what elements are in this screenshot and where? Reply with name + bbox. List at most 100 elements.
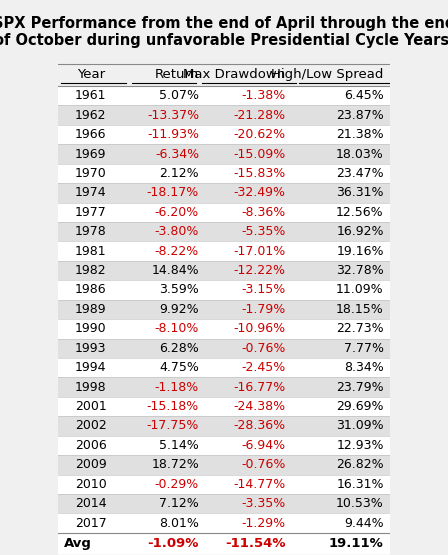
Text: 1970: 1970 <box>75 167 107 180</box>
Text: 22.73%: 22.73% <box>336 322 384 335</box>
Text: -6.94%: -6.94% <box>241 439 285 452</box>
Text: -14.77%: -14.77% <box>233 478 285 491</box>
Text: 16.31%: 16.31% <box>336 478 384 491</box>
Bar <box>58 280 390 300</box>
Text: -3.15%: -3.15% <box>241 284 285 296</box>
Text: 7.77%: 7.77% <box>344 342 384 355</box>
Text: -3.80%: -3.80% <box>155 225 199 238</box>
Text: 1993: 1993 <box>75 342 107 355</box>
Text: 9.44%: 9.44% <box>344 517 384 529</box>
Text: 1978: 1978 <box>75 225 107 238</box>
Text: -21.28%: -21.28% <box>233 109 285 122</box>
Bar <box>58 86 390 105</box>
Text: 1998: 1998 <box>75 381 107 393</box>
Text: 5.14%: 5.14% <box>159 439 199 452</box>
Text: 23.47%: 23.47% <box>336 167 384 180</box>
Text: 2006: 2006 <box>75 439 107 452</box>
Text: -20.62%: -20.62% <box>233 128 285 141</box>
Text: -5.35%: -5.35% <box>241 225 285 238</box>
Text: -15.18%: -15.18% <box>147 400 199 413</box>
Text: 2010: 2010 <box>75 478 107 491</box>
Text: -3.35%: -3.35% <box>241 497 285 510</box>
Text: 18.72%: 18.72% <box>151 458 199 471</box>
Bar <box>58 436 390 455</box>
Bar <box>58 397 390 416</box>
Text: -15.83%: -15.83% <box>233 167 285 180</box>
Text: -8.36%: -8.36% <box>241 206 285 219</box>
Bar <box>58 377 390 397</box>
Text: -0.76%: -0.76% <box>241 342 285 355</box>
Text: 8.01%: 8.01% <box>159 517 199 529</box>
Text: -15.09%: -15.09% <box>233 148 285 160</box>
Bar <box>58 475 390 494</box>
Bar <box>58 455 390 475</box>
Text: -12.22%: -12.22% <box>233 264 285 277</box>
Text: 6.28%: 6.28% <box>159 342 199 355</box>
Text: -24.38%: -24.38% <box>233 400 285 413</box>
Text: 23.79%: 23.79% <box>336 381 384 393</box>
Bar <box>58 319 390 339</box>
Text: -1.18%: -1.18% <box>155 381 199 393</box>
Text: Year: Year <box>77 68 105 82</box>
Text: 1977: 1977 <box>75 206 107 219</box>
Text: 1966: 1966 <box>75 128 107 141</box>
Text: -17.01%: -17.01% <box>233 245 285 258</box>
Text: 1994: 1994 <box>75 361 107 374</box>
Text: 1986: 1986 <box>75 284 107 296</box>
Bar <box>58 64 390 86</box>
Bar <box>58 125 390 144</box>
Text: 1989: 1989 <box>75 303 107 316</box>
Text: 2017: 2017 <box>75 517 107 529</box>
Bar <box>58 222 390 241</box>
Text: 7.12%: 7.12% <box>159 497 199 510</box>
Bar <box>58 416 390 436</box>
Text: -18.17%: -18.17% <box>147 186 199 199</box>
Text: -1.79%: -1.79% <box>241 303 285 316</box>
Bar <box>58 105 390 125</box>
Text: 21.38%: 21.38% <box>336 128 384 141</box>
Text: -2.45%: -2.45% <box>241 361 285 374</box>
Text: 1969: 1969 <box>75 148 107 160</box>
Bar <box>58 494 390 513</box>
Text: 18.03%: 18.03% <box>336 148 384 160</box>
Text: Avg: Avg <box>64 537 91 551</box>
Text: 18.15%: 18.15% <box>336 303 384 316</box>
Text: 8.34%: 8.34% <box>344 361 384 374</box>
Bar <box>58 358 390 377</box>
Text: -1.29%: -1.29% <box>241 517 285 529</box>
Bar <box>58 164 390 183</box>
Text: 31.09%: 31.09% <box>336 420 384 432</box>
Text: High/Low Spread: High/Low Spread <box>271 68 384 82</box>
Bar <box>58 513 390 533</box>
Text: 29.69%: 29.69% <box>336 400 384 413</box>
Text: -11.93%: -11.93% <box>147 128 199 141</box>
Text: -0.29%: -0.29% <box>155 478 199 491</box>
Text: -1.38%: -1.38% <box>241 89 285 102</box>
Text: 23.87%: 23.87% <box>336 109 384 122</box>
Text: 32.78%: 32.78% <box>336 264 384 277</box>
Text: 11.09%: 11.09% <box>336 284 384 296</box>
Text: 6.45%: 6.45% <box>344 89 384 102</box>
Bar <box>58 241 390 261</box>
Text: 2001: 2001 <box>75 400 107 413</box>
Text: 14.84%: 14.84% <box>151 264 199 277</box>
Text: 12.93%: 12.93% <box>336 439 384 452</box>
Text: -16.77%: -16.77% <box>233 381 285 393</box>
Text: 2009: 2009 <box>75 458 107 471</box>
Text: 3.59%: 3.59% <box>159 284 199 296</box>
Text: 19.16%: 19.16% <box>336 245 384 258</box>
Text: -11.54%: -11.54% <box>225 537 285 551</box>
Text: -32.49%: -32.49% <box>233 186 285 199</box>
Text: -6.34%: -6.34% <box>155 148 199 160</box>
Text: 1962: 1962 <box>75 109 107 122</box>
Text: 16.92%: 16.92% <box>336 225 384 238</box>
Text: 5.07%: 5.07% <box>159 89 199 102</box>
Text: 2014: 2014 <box>75 497 107 510</box>
Bar <box>58 261 390 280</box>
Text: -10.96%: -10.96% <box>233 322 285 335</box>
Text: -1.09%: -1.09% <box>148 537 199 551</box>
Bar <box>58 339 390 358</box>
Text: 1981: 1981 <box>75 245 107 258</box>
Text: 4.75%: 4.75% <box>159 361 199 374</box>
Text: -28.36%: -28.36% <box>233 420 285 432</box>
